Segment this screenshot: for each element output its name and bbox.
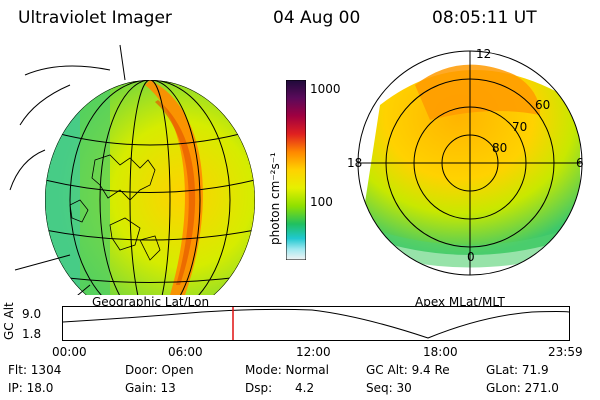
geographic-image [9,44,255,295]
alt-ylabel: GC Alt [2,302,16,340]
colorbar-tick-1000: 1000 [310,82,341,96]
geographic-caption: Geographic Lat/Lon [92,295,210,309]
polar-image [357,50,583,276]
altitude-plot [62,306,570,341]
polar-caption: Apex MLat/MLT [415,295,505,309]
alt-y-low: 1.8 [22,327,42,341]
info-flt: Flt: 1304 [8,363,62,377]
altitude-curve [62,308,570,339]
alt-y-high: 9.0 [22,307,42,321]
mlt-label-0: 0 [467,250,475,264]
date-label: 04 Aug 00 [273,8,361,28]
alt-x-tick-1: 06:00 [168,345,203,359]
alt-x-tick-4: 23:59 [548,345,583,359]
instrument-title: Ultraviolet Imager [18,8,172,28]
mlat-label-70: 70 [512,120,528,134]
mlat-label-60: 60 [535,98,551,112]
info-mode: Mode: Normal [245,363,329,377]
colorbar-gradient [285,79,307,261]
alt-x-tick-2: 12:00 [296,345,331,359]
colorbar-unit-label: photon cm⁻²s⁻¹ [268,152,282,245]
info-glat: GLat: 71.9 [486,363,549,377]
info-seq: Seq: 30 [366,381,412,395]
alt-x-tick-0: 00:00 [52,345,87,359]
mlt-label-12: 12 [476,47,492,61]
colorbar-tick-100: 100 [310,195,333,209]
info-gain: Gain: 13 [125,381,176,395]
info-door: Door: Open [125,363,194,377]
info-ip: IP: 18.0 [8,381,54,395]
time-label: 08:05:11 UT [432,8,537,28]
info-dsp: Dsp: 4.2 [245,381,315,395]
info-gc-alt: GC Alt: 9.4 Re [366,363,450,377]
mlt-label-6: 6 [576,156,584,170]
colorbar [285,79,307,261]
mlt-label-18: 18 [347,156,363,170]
mlat-label-80: 80 [492,141,508,155]
alt-x-tick-3: 18:00 [423,345,458,359]
info-glon: GLon: 271.0 [486,381,559,395]
